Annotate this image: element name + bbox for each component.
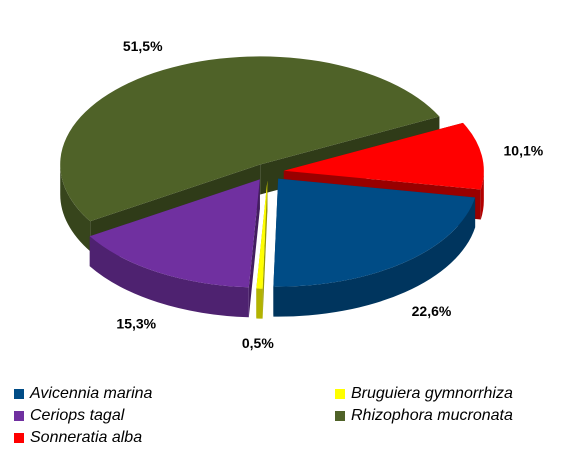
value-label: 10,1% [504, 142, 544, 158]
value-label: 51,5% [123, 38, 163, 54]
legend-swatch [335, 389, 345, 399]
slice-cut-face [248, 179, 260, 318]
legend-swatch [14, 411, 24, 421]
slice-side [273, 197, 476, 317]
legend-label: Sonneratia alba [30, 429, 142, 446]
slice [256, 180, 268, 319]
legend-swatch [14, 433, 24, 443]
slice-side [60, 164, 91, 252]
legend-label: Rhizophora mucronata [351, 407, 513, 424]
slice-top [273, 178, 476, 287]
legend-label: Avicennia marina [29, 385, 153, 402]
legend-label: Bruguiera gymnorrhiza [351, 385, 513, 402]
legend-swatch [14, 389, 24, 399]
value-label: 0,5% [242, 335, 274, 351]
slice-top [89, 179, 260, 288]
slice-side [89, 236, 249, 318]
value-label: 22,6% [412, 303, 452, 319]
legend-swatch [335, 411, 345, 421]
slice-top [256, 180, 268, 289]
slice-side [480, 170, 484, 220]
slice-top [60, 56, 440, 222]
slice-side [256, 288, 263, 319]
slice-top [283, 122, 484, 190]
value-label: 15,3% [116, 315, 156, 331]
slice [273, 178, 476, 317]
slice [89, 179, 260, 318]
legend-label: Ceriops tagal [30, 407, 125, 424]
